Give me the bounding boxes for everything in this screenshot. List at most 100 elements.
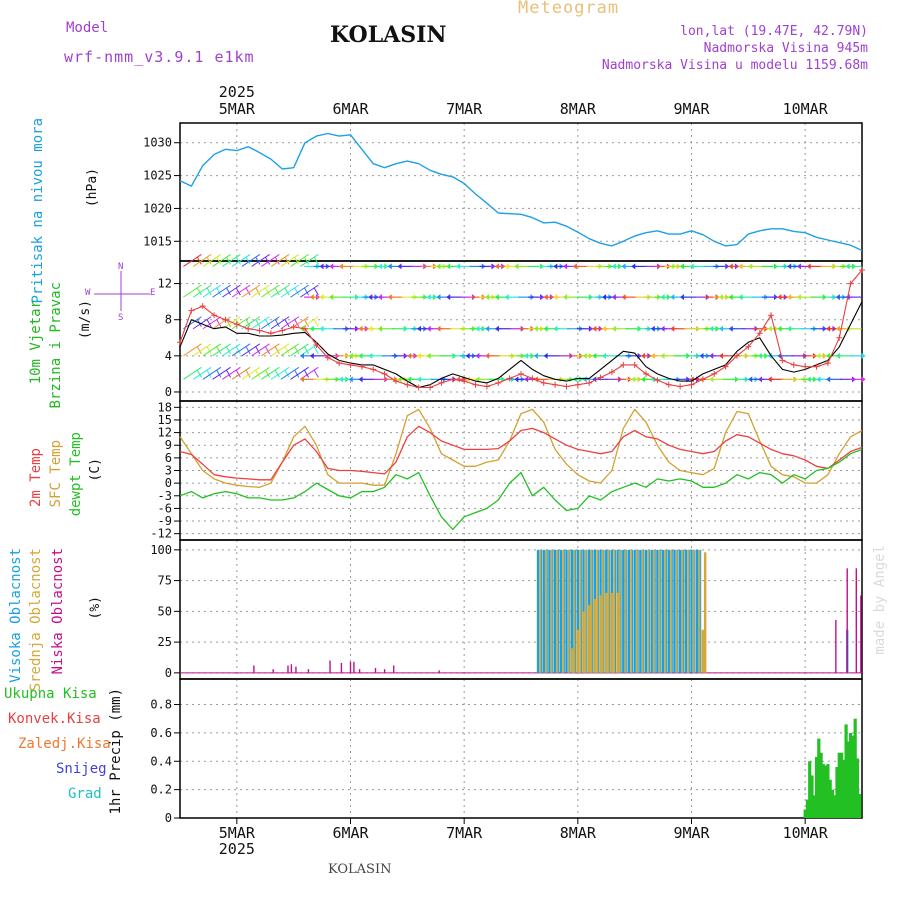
wind-arrow-head — [494, 263, 499, 270]
low-cloud-bar — [340, 663, 343, 673]
wind-barb — [270, 254, 290, 267]
mid-cloud-bar — [570, 648, 574, 673]
compass-icon — [94, 271, 150, 311]
mid-cloud-bar — [596, 549, 599, 673]
wind-barb — [270, 366, 290, 380]
y-tick-label: 15 — [158, 413, 172, 427]
wind-arrow-head — [358, 325, 363, 332]
gust-marker — [256, 327, 263, 334]
wind-barb — [183, 366, 202, 380]
wind-barb — [231, 316, 251, 330]
legend-ukupna: Ukupna Kisa — [4, 686, 97, 702]
wind-arrow-head — [533, 325, 538, 332]
y-tick-label: 1015 — [143, 234, 172, 248]
altitude: Nadmorska Visina 945m — [703, 41, 868, 56]
gust-marker — [733, 352, 740, 359]
wind-barb-flag — [226, 370, 232, 378]
bottom-date-label: 5MAR — [219, 824, 256, 842]
wind-arrow-head — [826, 376, 831, 383]
y-tick-label: -3 — [158, 489, 172, 503]
wind-barb — [280, 284, 300, 298]
wind-arrow-head — [436, 325, 441, 332]
gust-marker — [574, 381, 581, 388]
mid-cloud-bar — [607, 549, 610, 673]
low-cloud-bar — [438, 670, 440, 673]
y-tick-label: 4 — [165, 349, 172, 363]
wind-barb-flag — [313, 257, 319, 265]
wind-arrow-head — [300, 376, 305, 383]
gust-marker — [677, 383, 684, 390]
wind-arrow-head — [835, 294, 840, 301]
wind-barb-flag — [255, 287, 261, 296]
wind-arrow-head — [533, 352, 538, 359]
wind-arrow-head — [339, 263, 344, 270]
wind-arrow-head — [378, 294, 383, 301]
wind-arrow-head — [494, 325, 499, 332]
gust-marker — [620, 361, 627, 368]
wind-barb-flag — [245, 370, 251, 378]
wind-barb-flag — [235, 370, 241, 378]
gust-marker — [392, 378, 399, 385]
wind-arrow-head — [728, 263, 733, 270]
precip-bar — [812, 795, 816, 818]
low-cloud-bar — [295, 666, 297, 673]
gust-marker — [665, 381, 672, 388]
gust-marker — [279, 327, 286, 334]
wind-arrow-head — [748, 376, 753, 383]
wind-barb-flag — [284, 346, 290, 355]
wind-arrow-head — [650, 325, 655, 332]
wind-barb-flag — [284, 287, 290, 296]
wind-arrow-head — [582, 352, 587, 359]
low-cloud-bar — [383, 669, 386, 673]
wind-arrow-head — [543, 352, 548, 359]
y-tick-label: 1025 — [143, 169, 172, 183]
precip-bar — [830, 789, 835, 818]
y-tick-label: 50 — [158, 604, 172, 618]
wind-barb — [280, 316, 300, 330]
wind-arrow-head — [348, 376, 353, 383]
bottom-date-label: 10MAR — [783, 824, 829, 842]
mid-cloud-bar — [593, 599, 597, 673]
wind-barb — [280, 366, 300, 380]
wind-arrow-head — [806, 376, 811, 383]
dewpt-line — [179, 448, 863, 531]
gust-marker — [449, 376, 456, 383]
wind-arrow-head — [475, 352, 480, 359]
mid-cloud-bar — [701, 629, 705, 673]
wind-barb — [241, 366, 261, 380]
wind-barb — [241, 254, 261, 267]
wind-arrow-head — [650, 352, 655, 359]
gust-marker — [563, 383, 570, 390]
wind-arrow-head — [777, 325, 782, 332]
model-value: wrf-nmm_v3.9.1 e1km — [64, 48, 255, 66]
wind-barb-flag — [313, 346, 319, 355]
wind-barb — [261, 254, 280, 267]
wind-arrow-head — [835, 325, 840, 332]
wind-arrow-head — [368, 352, 373, 359]
wind-barb — [222, 366, 241, 380]
gust-marker — [518, 370, 524, 377]
wind-arrow-head — [368, 325, 373, 332]
gust-marker — [552, 381, 559, 388]
wind-arrow-head — [329, 263, 334, 270]
wind-arrow-head — [524, 376, 529, 383]
wind-arrow-head — [660, 294, 665, 301]
sfc-temp-line — [179, 408, 863, 488]
high-cloud-bar — [542, 592, 545, 673]
y-tick-label: 6 — [165, 451, 172, 465]
wind-arrow-head — [592, 325, 597, 332]
bottom-year-label: 2025 — [219, 840, 255, 858]
wind-arrow-head — [602, 325, 607, 332]
wind-barb-flag — [245, 319, 251, 327]
low-cloud-bar — [272, 669, 274, 673]
wind-barb-flag — [235, 287, 241, 296]
wind-barb-flag — [294, 346, 300, 355]
wind-barb — [222, 284, 241, 298]
wind-barb-flag — [206, 346, 212, 355]
wind-barb — [251, 284, 270, 298]
wind-barb — [192, 284, 212, 298]
precip-bar — [835, 766, 839, 818]
mid-cloud-bar — [584, 549, 587, 673]
wind-arrow-head — [416, 376, 421, 383]
high-cloud-bar — [622, 549, 625, 673]
